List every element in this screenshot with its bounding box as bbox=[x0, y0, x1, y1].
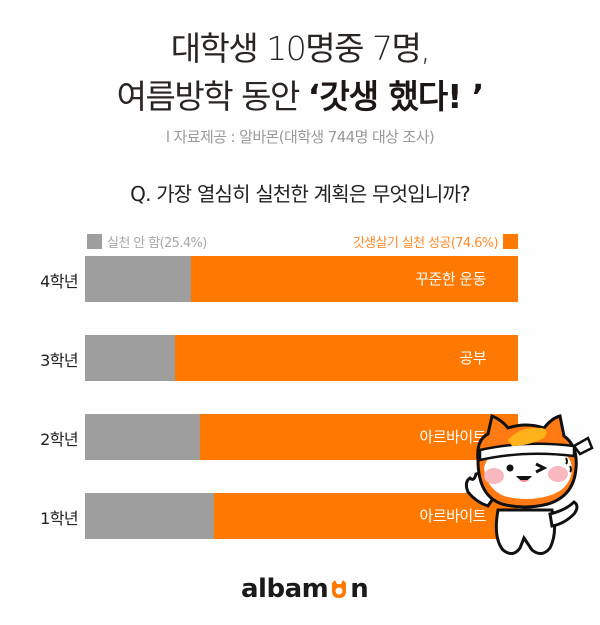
chart-question: Q. 가장 열심히 실천한 계획은 무엇입니까? bbox=[130, 182, 471, 206]
title-line-2-prefix: 여름방학 동안 bbox=[116, 77, 308, 116]
row-label: 3학년 bbox=[40, 351, 78, 370]
bar-label: 아르바이트 bbox=[419, 428, 486, 446]
legend-orange-swatch bbox=[503, 234, 518, 249]
stacked-bar: 아르바이트 bbox=[85, 414, 518, 460]
legend-success: 갓생살기 실천 성공(74.6%) bbox=[353, 232, 518, 251]
bar-label: 아르바이트 bbox=[419, 507, 486, 525]
bar-segment-not-done bbox=[85, 493, 215, 539]
bar-segment-not-done bbox=[85, 414, 201, 460]
legend-gray-swatch bbox=[87, 234, 102, 249]
albamon-cat-mascot-icon bbox=[458, 410, 598, 560]
title-line-2-highlight: ‘갓생 했다! ’ bbox=[307, 77, 485, 116]
data-source: l 자료제공 : 알바몬(대학생 744명 대상 조사) bbox=[165, 128, 435, 146]
bar-segment-success: 꾸준한 운동 bbox=[191, 256, 518, 302]
logo-text-end: n bbox=[350, 574, 369, 604]
bar-label: 공부 bbox=[459, 349, 486, 367]
bar-segment-success: 공부 bbox=[175, 335, 518, 381]
stacked-bar: 꾸준한 운동 bbox=[85, 256, 518, 302]
legend-not-done-label: 실천 안 함(25.4%) bbox=[107, 236, 207, 251]
row-label: 4학년 bbox=[40, 272, 78, 291]
row-label: 2학년 bbox=[40, 430, 78, 449]
bar-row-3rd-year: 3학년 공부 bbox=[0, 335, 600, 381]
legend-success-label: 갓생살기 실천 성공(74.6%) bbox=[352, 236, 499, 251]
bar-segment-not-done bbox=[85, 256, 192, 302]
bar-label: 꾸준한 운동 bbox=[415, 270, 486, 288]
albamon-logo: albam n bbox=[241, 574, 369, 604]
bar-row-4th-year: 4학년 꾸준한 운동 bbox=[0, 256, 600, 302]
bar-segment-success: 아르바이트 bbox=[214, 493, 518, 539]
bar-segment-not-done bbox=[85, 335, 176, 381]
logo-text-start: albam bbox=[241, 574, 329, 604]
row-label: 1학년 bbox=[40, 509, 78, 528]
bar-row-2nd-year: 2학년 아르바이트 bbox=[0, 414, 600, 460]
bar-segment-success: 아르바이트 bbox=[200, 414, 518, 460]
cat-ear-o-icon bbox=[329, 576, 349, 598]
title-line-1: 대학생 10명중 7명, bbox=[170, 29, 431, 68]
stacked-bar: 아르바이트 bbox=[85, 493, 518, 539]
title-line-2: 여름방학 동안 ‘갓생 했다! ’ bbox=[0, 70, 600, 118]
stacked-bar: 공부 bbox=[85, 335, 518, 381]
legend-not-done: 실천 안 함(25.4%) bbox=[87, 232, 207, 251]
bar-row-1st-year: 1학년 아르바이트 bbox=[0, 493, 600, 539]
